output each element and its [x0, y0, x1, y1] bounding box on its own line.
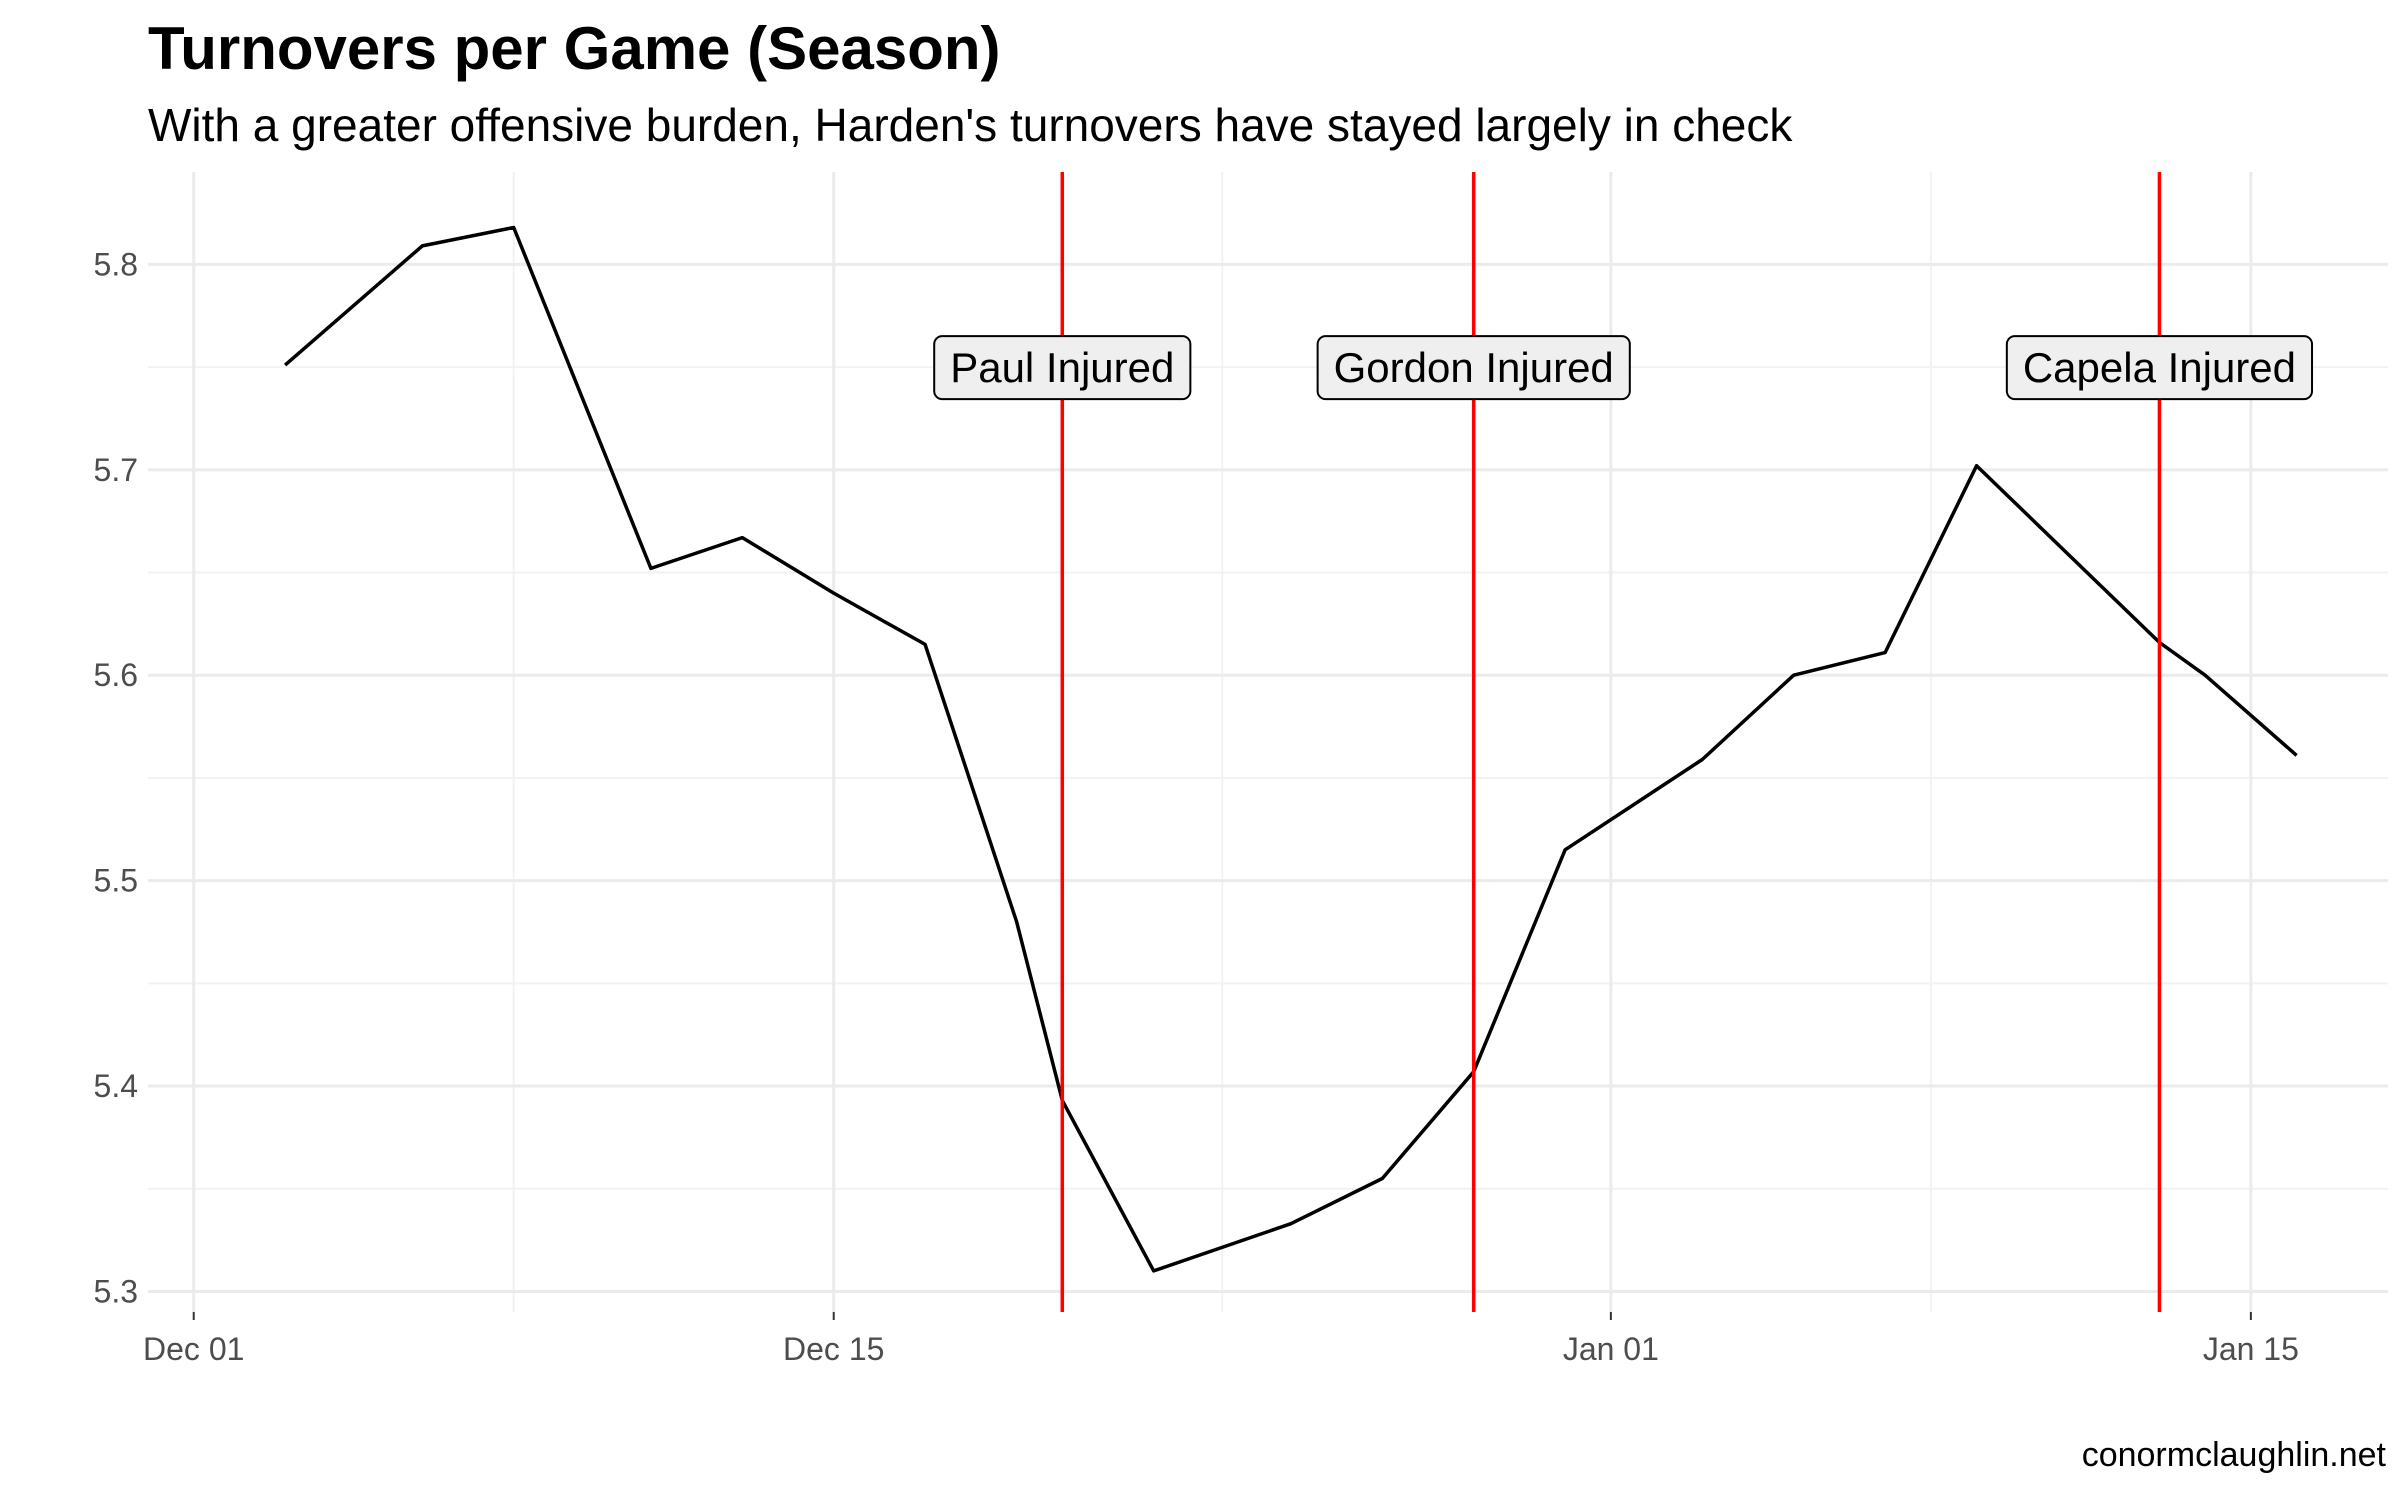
chart-caption: conormclaughlin.net [2081, 1436, 2386, 1474]
series-layer [283, 225, 2298, 1273]
x-tick-label: Jan 15 [2203, 1331, 2299, 1367]
x-tick-label: Dec 15 [783, 1331, 884, 1367]
annotation-label: Paul Injured [933, 335, 1192, 401]
annotation-label: Capela Injured [2005, 335, 2314, 401]
annotation-label-box [933, 335, 1192, 401]
annotation-label-text: Capela Injured [2023, 344, 2296, 391]
chart-title: Turnovers per Game (Season) [148, 15, 1001, 82]
x-tick-label: Dec 01 [143, 1331, 244, 1367]
y-tick-label: 5.6 [94, 657, 138, 693]
y-tick-label: 5.8 [94, 246, 138, 282]
annotation-label-text: Paul Injured [950, 344, 1174, 391]
annotation-labels: Paul Injured Gordon Injured Capela Injured [933, 335, 2314, 401]
y-tick-label: 5.7 [94, 452, 138, 488]
y-tick-label: 5.3 [94, 1273, 138, 1309]
x-tick-label: Jan 01 [1563, 1331, 1659, 1367]
chart-subtitle: With a greater offensive burden, Harden'… [148, 99, 1793, 151]
minor-gridlines [148, 172, 2388, 1312]
annotation-label-box [1316, 335, 1631, 401]
annotation-label-text: Gordon Injured [1334, 344, 1614, 391]
series-line [283, 225, 2298, 1273]
annotation-label-box [2005, 335, 2314, 401]
x-axis: Dec 01 Dec 15 Jan 01 Jan 15 [143, 1312, 2299, 1367]
y-tick-label: 5.5 [94, 863, 138, 899]
annotation-label: Gordon Injured [1316, 335, 1631, 401]
y-axis: 5.3 5.4 5.5 5.6 5.7 5.8 [94, 246, 138, 1309]
y-tick-label: 5.4 [94, 1068, 138, 1104]
